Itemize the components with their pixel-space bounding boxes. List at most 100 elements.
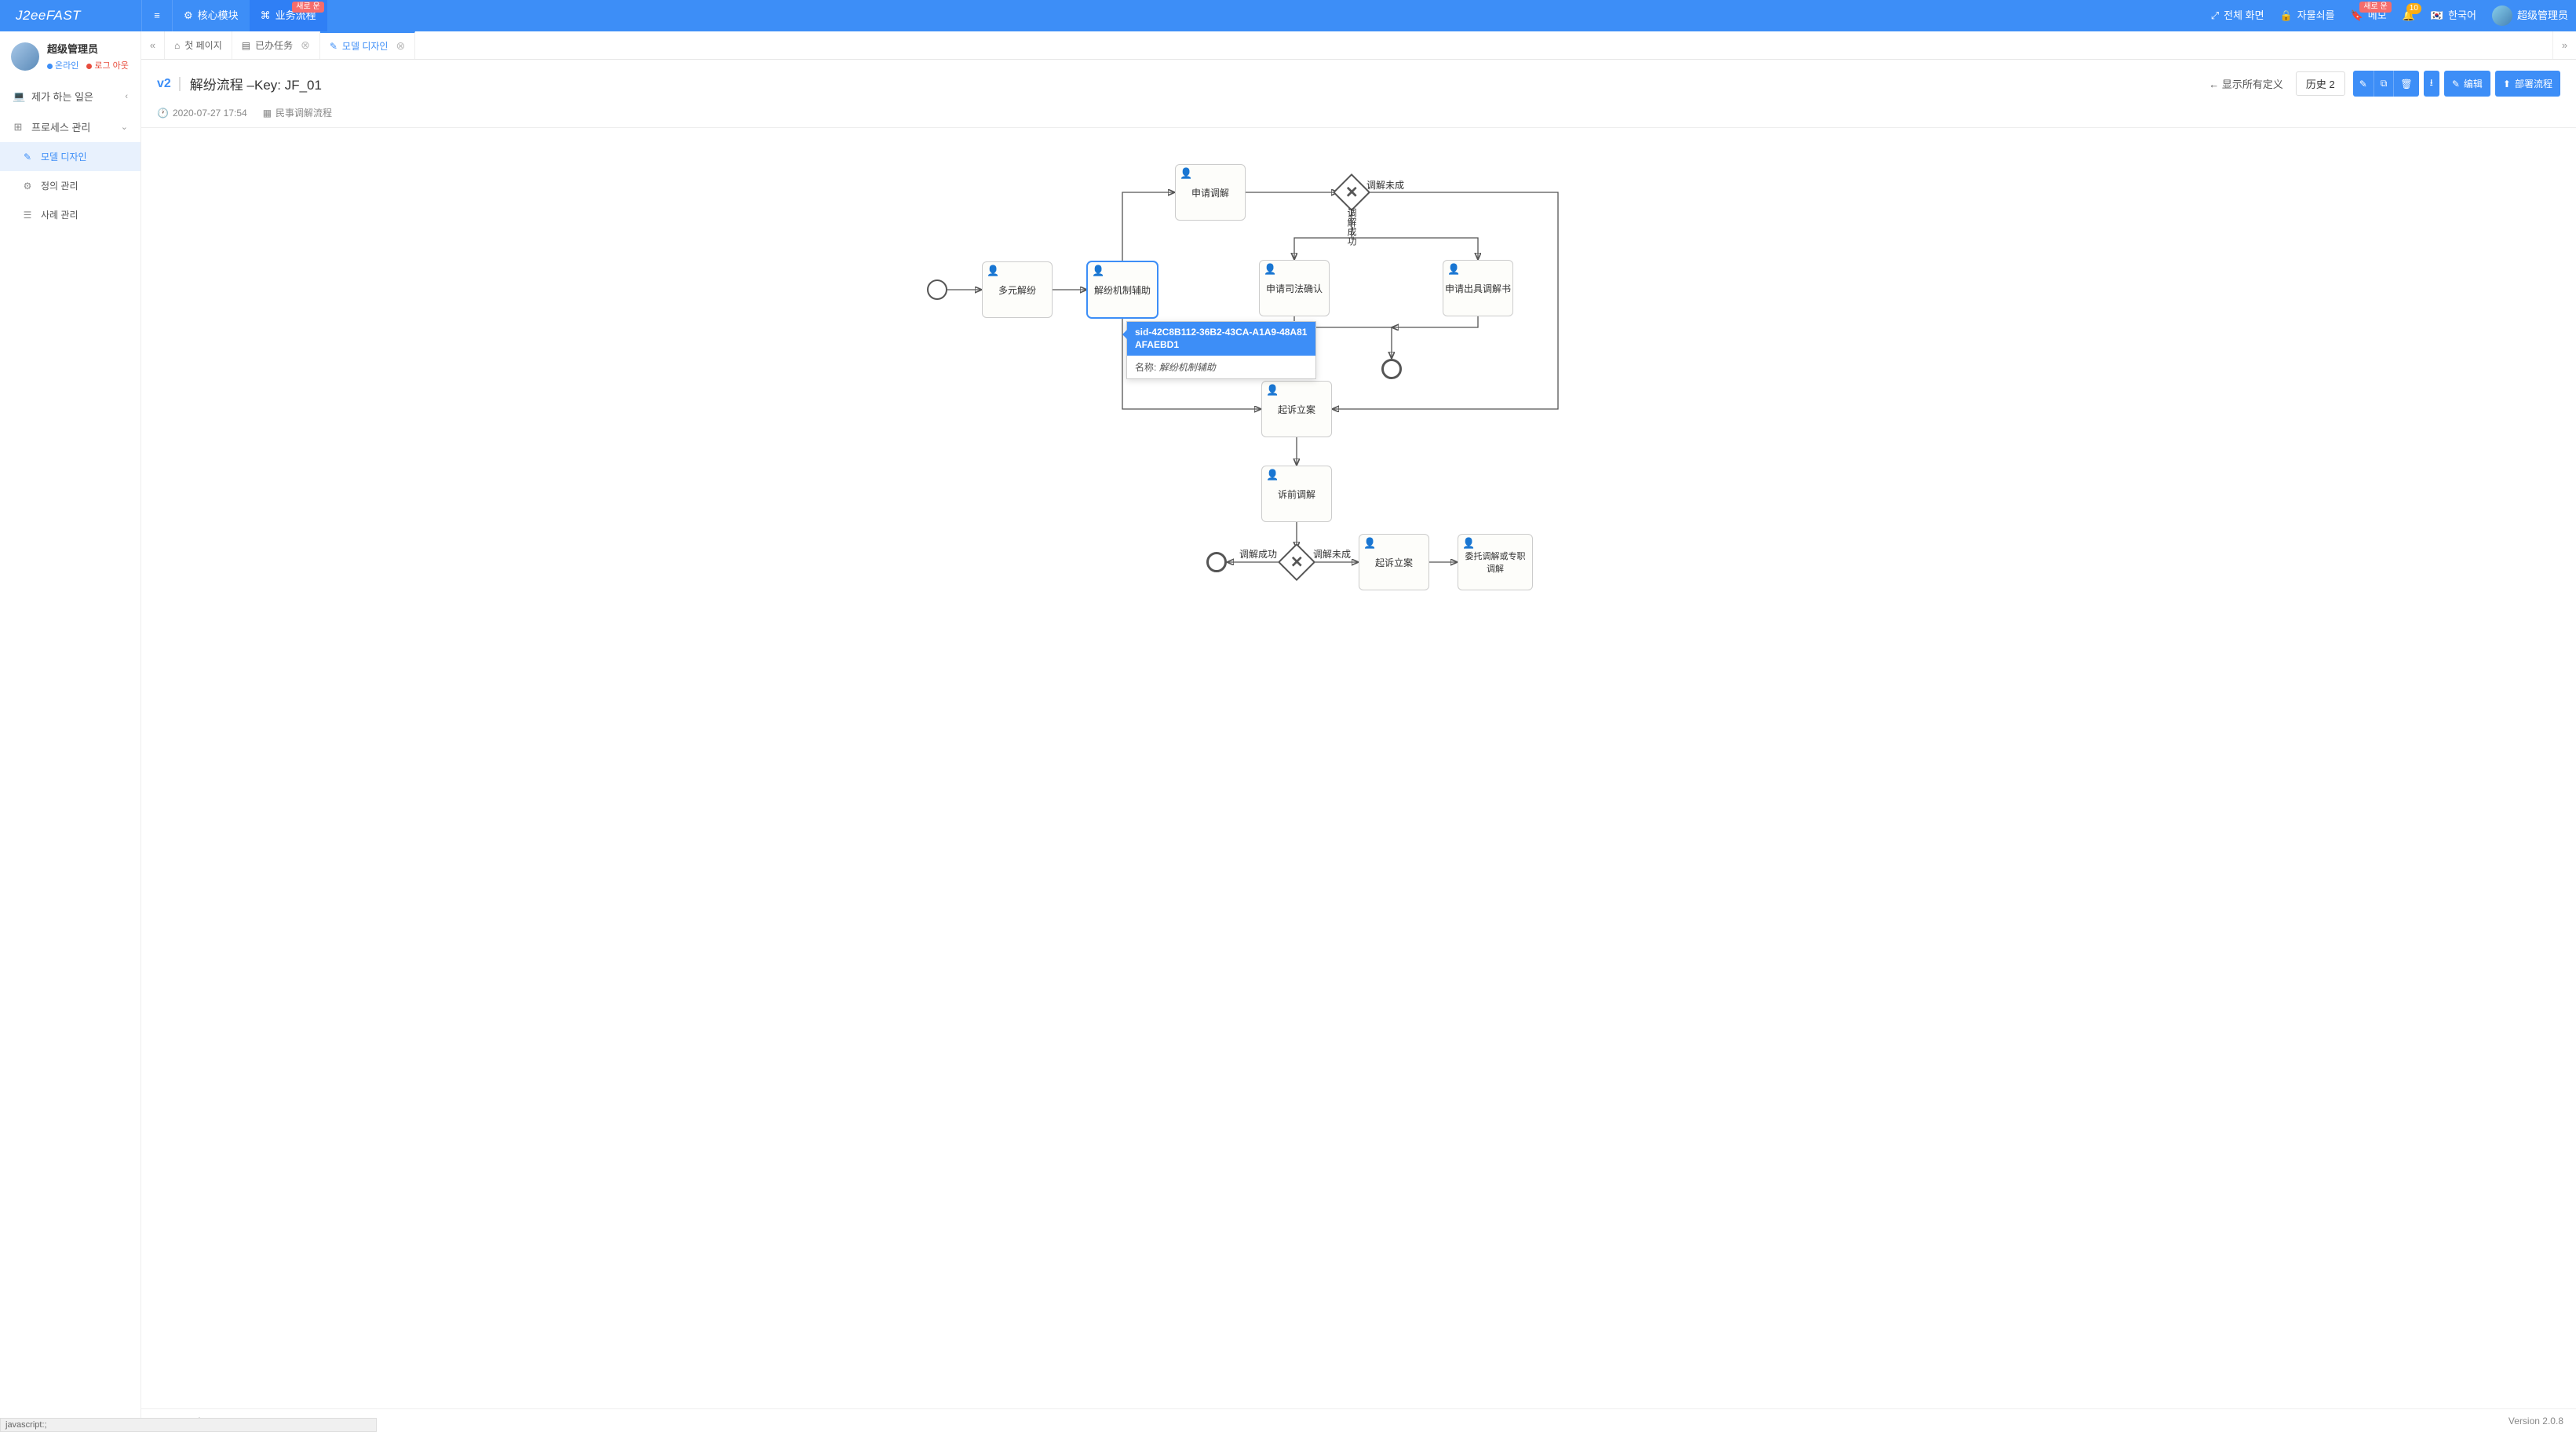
close-icon[interactable]: ⊗ xyxy=(396,39,405,53)
task-label: 解纷机制辅助 xyxy=(1094,283,1151,297)
nav-memo[interactable]: 🔖 메모 새로 운 xyxy=(2343,0,2395,31)
task-node[interactable]: 👤诉前调解 xyxy=(1261,466,1332,522)
task-label: 申请调解 xyxy=(1191,186,1229,199)
user-icon: 👤 xyxy=(1363,537,1376,550)
nav-business-process[interactable]: ⌘ 业务流程 새로 운 xyxy=(250,0,327,31)
btn-label: 部署流程 xyxy=(2515,77,2552,90)
task-node[interactable]: 👤申请出具调解书 xyxy=(1443,260,1513,316)
task-node[interactable]: 👤委托调解或专职调解 xyxy=(1458,534,1533,590)
version-badge: v2 xyxy=(157,77,181,91)
copy-button[interactable]: ⧉ xyxy=(2373,71,2394,97)
show-all-link[interactable]: ← 显示所有定义 xyxy=(2209,76,2283,91)
expand-icon: ⤢ xyxy=(2211,0,2219,31)
download-icon: ⭳ xyxy=(2430,75,2433,92)
tab-label: 첫 페이지 xyxy=(184,38,222,52)
sidebar-item-my-work[interactable]: 💻 제가 하는 일은 ‹ xyxy=(0,81,140,111)
pencil-icon: ✎ xyxy=(2359,79,2367,90)
brand-logo[interactable]: J2eeFAST xyxy=(0,8,141,24)
node-tooltip: sid-42C8B112-36B2-43CA-A1A9-48A81AFAEBD1… xyxy=(1126,321,1316,379)
task-node[interactable]: 👤起诉立案 xyxy=(1261,381,1332,437)
tooltip-name-label: 名称: xyxy=(1135,362,1156,373)
nav-notifications[interactable]: 🔔 10 xyxy=(2395,0,2423,31)
edge-label: 调解成功 xyxy=(1345,208,1359,246)
tab-scroll-left[interactable]: « xyxy=(141,31,165,59)
user-icon: 👤 xyxy=(1447,263,1460,276)
gateway[interactable]: ✕ xyxy=(1283,549,1310,575)
nav-language[interactable]: 🇰🇷 한국어 xyxy=(2423,0,2484,31)
tab-label: 모델 디자인 xyxy=(342,39,389,53)
task-label: 起诉立案 xyxy=(1278,403,1315,416)
sidebar-item-label: 프로세스 관리 xyxy=(31,119,90,134)
close-icon[interactable]: ⊗ xyxy=(301,38,310,52)
user-panel: 超级管理员 온라인 로그 아웃 xyxy=(0,31,140,81)
page-title: 解纷流程 –Key: JF_01 xyxy=(190,74,322,93)
diagram-canvas[interactable]: 👤多元解纷 👤解纷机制辅助 👤申请调解 ✕ 调解未成 调解成功 👤申请司法确认 … xyxy=(141,128,2576,1408)
task-label: 诉前调解 xyxy=(1278,488,1315,501)
history-button[interactable]: 历史 2 xyxy=(2296,71,2345,96)
nav-label: 자물쇠를 xyxy=(2297,0,2335,31)
footer: ts reserved. Version 2.0.8 xyxy=(141,1408,2576,1432)
chevron-down-icon: ⌄ xyxy=(121,122,128,132)
edge-label: 调解成功 xyxy=(1239,547,1277,561)
gears-icon: ⚙ xyxy=(22,181,33,192)
status-online[interactable]: 온라인 xyxy=(47,59,78,71)
nav-label: 核心模块 xyxy=(198,0,239,31)
nav-label: 한국어 xyxy=(2448,0,2476,31)
sidebar-item-model-design[interactable]: ✎ 모델 디자인 xyxy=(0,142,140,171)
nav-label: 전체 화면 xyxy=(2224,0,2264,31)
sidebar-toggle[interactable]: ≡ xyxy=(141,0,173,31)
chevron-left-icon: ‹ xyxy=(125,92,128,101)
nav-fullscreen[interactable]: ⤢ 전체 화면 xyxy=(2203,0,2272,31)
nav-user-menu[interactable]: 超级管理员 xyxy=(2484,0,2576,31)
book-icon: ▦ xyxy=(263,108,272,119)
user-icon: 👤 xyxy=(1180,167,1192,180)
tab-pending[interactable]: ▤ 已办任务 ⊗ xyxy=(232,31,320,59)
leaf-icon: ✎ xyxy=(22,152,33,163)
tooltip-sid: sid-42C8B112-36B2-43CA-A1A9-48A81AFAEBD1 xyxy=(1127,322,1315,356)
trash-icon: 🗑 xyxy=(2400,79,2412,90)
page-header: v2 解纷流程 –Key: JF_01 ← 显示所有定义 历史 2 ✎ ⧉ 🗑 … xyxy=(141,60,2576,128)
tab-home[interactable]: ⌂ 첫 페이지 xyxy=(165,31,232,59)
sitemap-icon: ⊞ xyxy=(13,121,24,133)
edit-button[interactable]: ✎编辑 xyxy=(2444,71,2490,97)
top-navbar: J2eeFAST ≡ ⚙ 核心模块 ⌘ 业务流程 새로 운 ⤢ 전체 화면 🔒 … xyxy=(0,0,2576,31)
tab-model-design[interactable]: ✎ 모델 디자인 ⊗ xyxy=(320,31,415,59)
edge-label: 调解未成 xyxy=(1366,178,1404,192)
sidebar-item-def-mgmt[interactable]: ⚙ 정의 관리 xyxy=(0,171,140,200)
task-node[interactable]: 👤申请司法确认 xyxy=(1259,260,1330,316)
task-label: 委托调解或专职调解 xyxy=(1461,550,1529,575)
avatar[interactable] xyxy=(11,42,39,71)
nav-lock[interactable]: 🔒 자물쇠를 xyxy=(2272,0,2343,31)
task-node[interactable]: 👤起诉立案 xyxy=(1359,534,1429,590)
task-node-selected[interactable]: 👤 解纷机制辅助 xyxy=(1087,261,1158,318)
flow-icon: ⌘ xyxy=(261,0,271,31)
avatar xyxy=(2492,5,2512,26)
end-event[interactable] xyxy=(1206,552,1227,572)
start-event[interactable] xyxy=(927,279,947,300)
user-name: 超级管理员 xyxy=(47,41,129,56)
nav-core-module[interactable]: ⚙ 核心模块 xyxy=(173,0,250,31)
task-label: 多元解纷 xyxy=(998,283,1036,297)
sidebar-item-label: 제가 하는 일은 xyxy=(31,89,93,104)
edge-label: 调解未成 xyxy=(1313,547,1351,561)
edit-pencil-button[interactable]: ✎ xyxy=(2353,71,2373,97)
task-node[interactable]: 👤多元解纷 xyxy=(982,261,1053,318)
pencil-icon: ✎ xyxy=(2452,79,2460,90)
gateway[interactable]: ✕ xyxy=(1338,179,1365,206)
tab-scroll-right[interactable]: » xyxy=(2552,31,2576,59)
delete-button[interactable]: 🗑 xyxy=(2393,71,2418,97)
logout-link[interactable]: 로그 아웃 xyxy=(86,59,129,71)
tab-label: 已办任务 xyxy=(255,38,293,52)
username: 超级管理员 xyxy=(2517,0,2568,31)
user-icon: 👤 xyxy=(1462,537,1475,550)
download-button[interactable]: ⭳ xyxy=(2424,71,2439,97)
sidebar-item-case-mgmt[interactable]: ☰ 사례 관리 xyxy=(0,200,140,229)
sidebar-item-process-mgmt[interactable]: ⊞ 프로세스 관리 ⌄ xyxy=(0,111,140,142)
user-icon: 👤 xyxy=(1092,265,1104,277)
task-node[interactable]: 👤 申请调解 xyxy=(1175,164,1246,221)
navbar-right: ⤢ 전체 화면 🔒 자물쇠를 🔖 메모 새로 운 🔔 10 🇰🇷 한국어 超级管… xyxy=(2203,0,2576,31)
task-label: 申请司法确认 xyxy=(1266,282,1323,295)
sidebar: 超级管理员 온라인 로그 아웃 💻 제가 하는 일은 ‹ ⊞ 프로세스 관리 ⌄… xyxy=(0,31,141,1432)
end-event[interactable] xyxy=(1381,359,1402,379)
deploy-button[interactable]: ⬆部署流程 xyxy=(2495,71,2560,97)
